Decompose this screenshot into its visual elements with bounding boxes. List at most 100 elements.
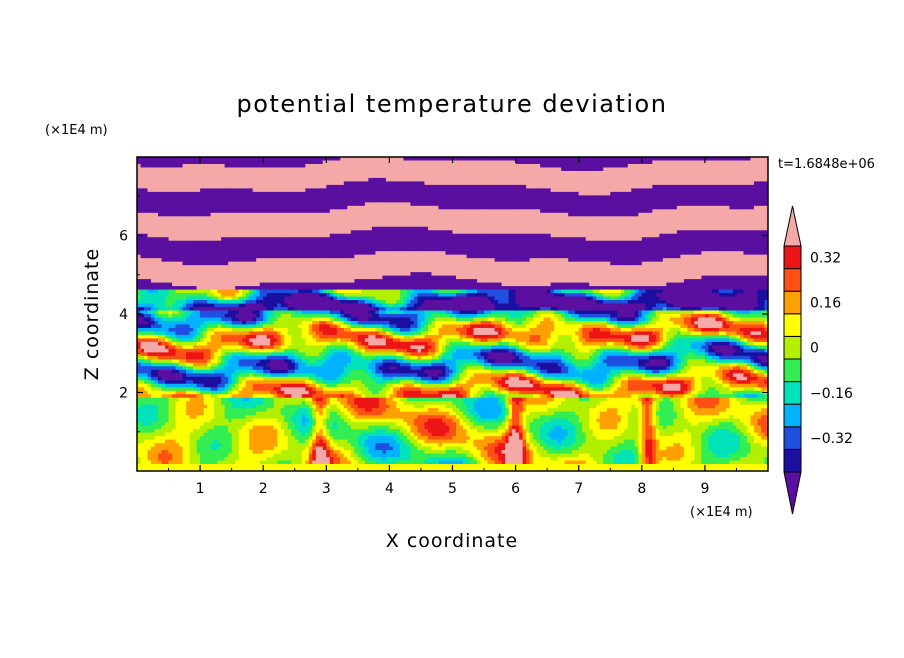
heatmap-cell: [417, 191, 422, 196]
heatmap-cell: [739, 205, 744, 210]
heatmap-cell: [638, 230, 643, 235]
heatmap-cell: [266, 177, 271, 182]
heatmap-cell: [347, 177, 352, 182]
heatmap-cell: [189, 157, 194, 161]
heatmap-cell: [396, 177, 401, 182]
heatmap-cell: [280, 251, 285, 256]
heatmap-cell: [694, 219, 699, 224]
heatmap-cell: [389, 157, 394, 161]
heatmap-cell: [277, 157, 282, 161]
heatmap-cell: [508, 160, 513, 165]
heatmap-cell: [158, 195, 162, 200]
heatmap-cell: [687, 237, 692, 242]
heatmap-cell: [231, 226, 236, 231]
heatmap-cell: [315, 223, 320, 228]
heatmap-cell: [196, 233, 201, 238]
heatmap-cell: [308, 181, 313, 186]
heatmap-cell: [392, 240, 397, 245]
heatmap-cell: [613, 160, 618, 165]
heatmap-cell: [424, 244, 429, 249]
heatmap-cell: [140, 226, 145, 231]
heatmap-cell: [291, 184, 296, 189]
heatmap-cell: [434, 244, 439, 249]
heatmap-cell: [413, 240, 418, 245]
heatmap-cell: [561, 205, 566, 210]
heatmap-cell: [207, 191, 212, 196]
heatmap-cell: [764, 230, 768, 235]
heatmap-cell: [491, 188, 495, 193]
heatmap-cell: [683, 223, 688, 228]
heatmap-cell: [186, 212, 190, 217]
heatmap-cell: [459, 237, 464, 242]
heatmap-cell: [217, 170, 222, 175]
heatmap-cell: [182, 181, 187, 186]
heatmap-cell: [196, 212, 201, 217]
heatmap-cell: [631, 230, 636, 235]
heatmap-cell: [413, 195, 418, 200]
heatmap-cell: [550, 233, 555, 238]
heatmap-cell: [259, 184, 264, 189]
heatmap-cell: [203, 198, 208, 203]
heatmap-cell: [750, 226, 755, 231]
heatmap-cell: [245, 244, 250, 249]
heatmap-cell: [193, 205, 197, 210]
heatmap-cell: [543, 247, 548, 252]
heatmap-cell: [343, 157, 348, 161]
heatmap-cell: [473, 167, 478, 172]
heatmap-cell: [578, 181, 583, 186]
heatmap-cell: [179, 163, 183, 168]
heatmap-cell: [172, 198, 176, 203]
heatmap-cell: [487, 226, 492, 231]
heatmap-cell: [175, 163, 180, 168]
heatmap-cell: [540, 209, 545, 214]
heatmap-cell: [389, 240, 394, 245]
heatmap-cell: [473, 184, 478, 189]
heatmap-cell: [312, 223, 317, 228]
heatmap-cell: [533, 219, 538, 224]
heatmap-cell: [312, 184, 317, 189]
heatmap-cell: [385, 188, 390, 193]
heatmap-cell: [382, 233, 387, 238]
heatmap-cell: [606, 174, 611, 179]
heatmap-cell: [315, 160, 320, 165]
heatmap-cell: [750, 184, 755, 189]
heatmap-cell: [634, 212, 639, 217]
heatmap-cell: [606, 198, 611, 203]
heatmap-cell: [540, 212, 545, 217]
heatmap-cell: [382, 247, 387, 252]
heatmap-cell: [424, 167, 429, 172]
heatmap-cell: [249, 170, 254, 175]
heatmap-cell: [252, 195, 257, 200]
heatmap-cell: [448, 181, 453, 186]
heatmap-cell: [631, 226, 636, 231]
heatmap-cell: [466, 244, 471, 249]
heatmap-cell: [487, 184, 492, 189]
heatmap-cell: [739, 226, 744, 231]
heatmap-cell: [207, 177, 212, 182]
heatmap-cell: [340, 170, 345, 175]
heatmap-cell: [680, 177, 685, 182]
heatmap-cell: [371, 244, 376, 249]
heatmap-cell: [224, 167, 229, 172]
heatmap-cell: [378, 195, 383, 200]
heatmap-cell: [641, 198, 646, 203]
heatmap-cell: [494, 205, 499, 210]
heatmap-cell: [666, 209, 671, 214]
heatmap-cell: [575, 163, 580, 168]
heatmap-cell: [466, 251, 471, 256]
heatmap-cell: [431, 174, 436, 179]
heatmap-cell: [333, 205, 338, 210]
heatmap-cell: [207, 167, 212, 172]
heatmap-cell: [389, 160, 394, 165]
heatmap-cell: [743, 244, 748, 249]
heatmap-cell: [403, 191, 408, 196]
heatmap-cell: [406, 198, 411, 203]
heatmap-cell: [438, 163, 443, 168]
heatmap-cell: [385, 160, 390, 165]
heatmap-cell: [494, 244, 499, 249]
heatmap-cell: [399, 191, 404, 196]
heatmap-cell: [329, 181, 334, 186]
heatmap-cell: [526, 160, 531, 165]
heatmap-cell: [526, 205, 531, 210]
heatmap-cell: [519, 233, 524, 238]
